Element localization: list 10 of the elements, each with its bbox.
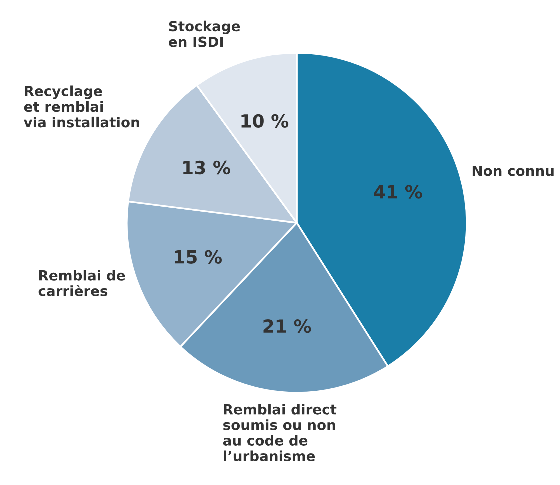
data-label: 15 % <box>175 250 222 264</box>
slice-label: Non connu <box>472 166 554 176</box>
data-label: 21 % <box>264 320 312 334</box>
slice-label: Stockage en ISDI <box>169 20 240 48</box>
data-label: 10 % <box>242 114 289 128</box>
data-label: 13 % <box>184 160 230 175</box>
slice-label: Remblai de carrières <box>38 270 126 296</box>
slice-label: Remblai direct soumis ou non au code de l’urbanisme <box>223 404 337 462</box>
slice-label: Recyclage et remblai via installation <box>24 86 140 128</box>
data-label: 41 % <box>374 185 422 199</box>
